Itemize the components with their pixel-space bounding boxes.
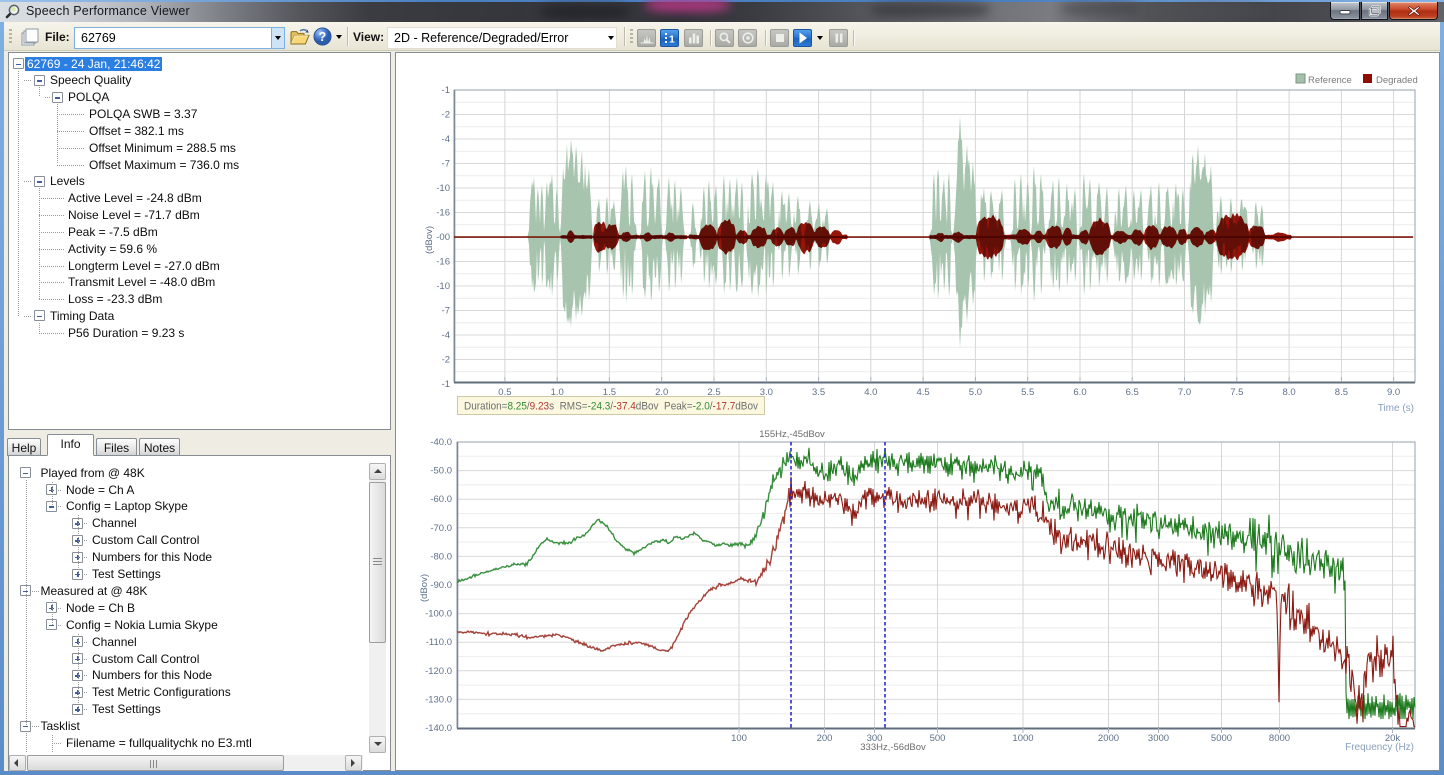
svg-text:5000: 5000: [1211, 733, 1232, 744]
svg-text:-2: -2: [442, 110, 450, 121]
svg-text:-120.0: -120.0: [425, 666, 452, 677]
svg-text:5.0: 5.0: [969, 387, 982, 398]
svg-text:(dBov): (dBov): [419, 574, 430, 602]
svg-text:500: 500: [930, 733, 946, 744]
svg-text:-40.0: -40.0: [430, 437, 452, 448]
svg-text:-10: -10: [436, 281, 450, 292]
svg-text:Reference: Reference: [1308, 75, 1352, 86]
svg-text:3.5: 3.5: [812, 387, 825, 398]
svg-text:300: 300: [867, 733, 883, 744]
svg-text:333Hz,-56dBov: 333Hz,-56dBov: [860, 742, 926, 753]
svg-text:-100.0: -100.0: [425, 609, 452, 620]
svg-text:3000: 3000: [1148, 733, 1169, 744]
svg-text:20k: 20k: [1385, 733, 1401, 744]
svg-text:7.0: 7.0: [1178, 387, 1191, 398]
svg-text:-10: -10: [436, 183, 450, 194]
svg-text:-7: -7: [442, 306, 450, 317]
svg-text:-90.0: -90.0: [430, 580, 452, 591]
svg-text:155Hz,-45dBov: 155Hz,-45dBov: [759, 429, 825, 440]
svg-text:Frequency (Hz): Frequency (Hz): [1345, 742, 1414, 753]
svg-text:Duration=8.25/9.23s RMS=-24.3: Duration=8.25/9.23s RMS=-24.3/-37.4dBov …: [464, 401, 758, 413]
svg-text:-130.0: -130.0: [425, 694, 452, 705]
svg-text:6.0: 6.0: [1073, 387, 1086, 398]
svg-text:2000: 2000: [1098, 733, 1119, 744]
svg-text:-1: -1: [442, 379, 450, 390]
svg-text:200: 200: [817, 733, 833, 744]
svg-text:-70.0: -70.0: [430, 523, 452, 534]
svg-text:2.5: 2.5: [707, 387, 720, 398]
svg-text:-4: -4: [442, 134, 450, 145]
svg-text:-60.0: -60.0: [430, 494, 452, 505]
svg-text:8000: 8000: [1269, 733, 1290, 744]
svg-text:Degraded: Degraded: [1376, 75, 1418, 86]
svg-text:Time (s): Time (s): [1378, 403, 1414, 414]
svg-text:7.5: 7.5: [1230, 387, 1243, 398]
svg-text:1000: 1000: [1012, 733, 1033, 744]
svg-text:1.0: 1.0: [551, 387, 564, 398]
svg-text:-110.0: -110.0: [426, 637, 452, 648]
svg-text:2.0: 2.0: [655, 387, 668, 398]
svg-text:-7: -7: [442, 159, 450, 170]
svg-text:1: 1: [669, 34, 675, 45]
svg-text:-2: -2: [442, 355, 450, 366]
svg-text:-80.0: -80.0: [430, 551, 452, 562]
svg-text:100: 100: [731, 733, 747, 744]
svg-text:8.5: 8.5: [1335, 387, 1348, 398]
svg-text:0.5: 0.5: [498, 387, 511, 398]
svg-text:?: ?: [319, 30, 327, 44]
svg-text:5.5: 5.5: [1021, 387, 1034, 398]
svg-text:8.0: 8.0: [1282, 387, 1295, 398]
svg-text:-1: -1: [442, 85, 450, 96]
svg-text:1.5: 1.5: [603, 387, 616, 398]
svg-text:6.5: 6.5: [1126, 387, 1139, 398]
svg-text:-16: -16: [436, 208, 450, 219]
svg-text:-00: -00: [436, 232, 450, 243]
svg-text:-16: -16: [436, 257, 450, 268]
svg-text:4.0: 4.0: [864, 387, 877, 398]
svg-text:-4: -4: [442, 330, 450, 341]
svg-text:-140.0: -140.0: [425, 723, 452, 734]
svg-text:4.5: 4.5: [916, 387, 929, 398]
svg-text:9.0: 9.0: [1387, 387, 1400, 398]
svg-text:3.0: 3.0: [760, 387, 773, 398]
svg-text:-50.0: -50.0: [430, 466, 452, 477]
svg-text:(dBov): (dBov): [424, 226, 435, 254]
